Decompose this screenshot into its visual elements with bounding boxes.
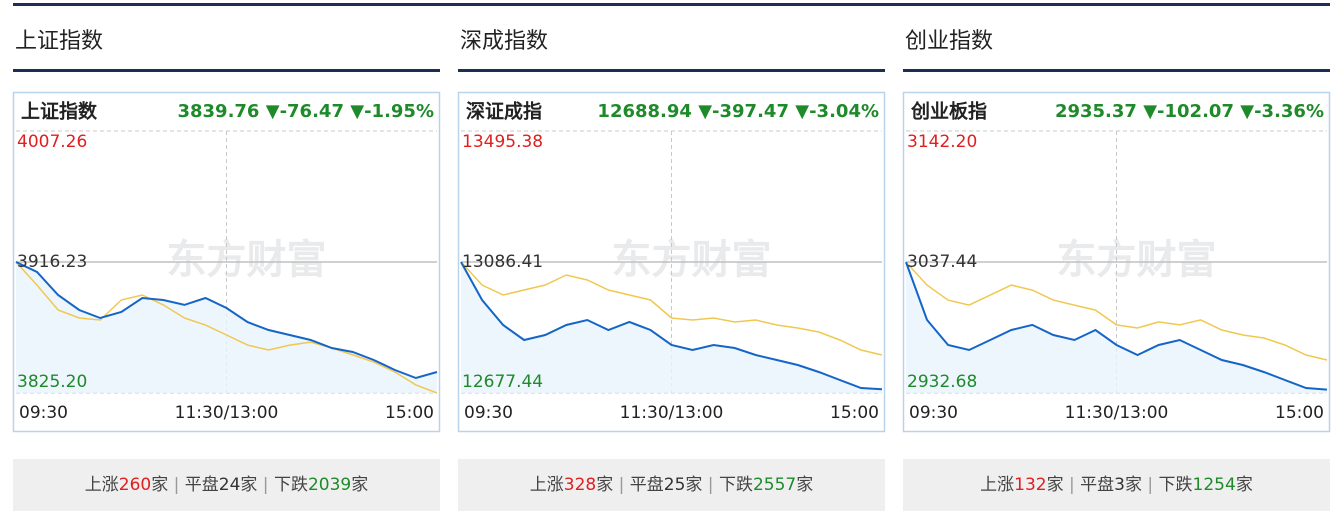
index-name[interactable]: 深证成指: [466, 100, 542, 123]
y-tick-label: 13495.38: [462, 132, 543, 152]
index-quote: 12688.94 ▼-397.47 ▼-3.04%: [597, 101, 879, 122]
stat-unit: 家: [151, 475, 168, 495]
top-rule: [13, 3, 1330, 6]
stat-unit: 家: [796, 475, 813, 495]
stat-label: 下跌: [719, 475, 753, 495]
y-tick-label: 12677.44: [462, 372, 543, 392]
watermark: 东方财富: [612, 237, 772, 283]
x-tick-label: 11:30/13:00: [620, 403, 724, 423]
separator: |: [613, 475, 630, 495]
stat-count: 260: [119, 475, 151, 495]
stat-unit: 家: [240, 475, 257, 495]
stats-bar: [13, 459, 440, 511]
stat-count: 2557: [753, 475, 796, 495]
stat-label: 上涨: [980, 475, 1014, 495]
x-tick-label: 11:30/13:00: [1065, 403, 1169, 423]
average-line: [460, 261, 883, 356]
stat-count: 132: [1014, 475, 1046, 495]
stat-count: 3: [1114, 475, 1125, 495]
stat-label: 上涨: [530, 475, 564, 495]
stat-label: 上涨: [85, 475, 119, 495]
separator: |: [702, 475, 719, 495]
stat-label: 平盘: [185, 475, 219, 495]
y-tick-label: 3142.20: [907, 132, 977, 152]
average-line: [905, 261, 1328, 361]
watermark: 东方财富: [167, 237, 327, 283]
average-line: [15, 261, 438, 394]
index-quote: 2935.37 ▼-102.07 ▼-3.36%: [1055, 101, 1324, 122]
price-line: [905, 261, 1328, 391]
stat-label: 平盘: [1080, 475, 1114, 495]
separator: |: [257, 475, 274, 495]
x-tick-label: 15:00: [385, 403, 434, 423]
y-tick-label: 13086.41: [462, 252, 543, 272]
x-tick-label: 09:30: [464, 403, 513, 423]
title-underline: [903, 69, 1330, 72]
stat-label: 下跌: [274, 475, 308, 495]
panel-title[interactable]: 深成指数: [460, 29, 548, 54]
separator: |: [1142, 475, 1159, 495]
stat-count: 1254: [1193, 475, 1236, 495]
x-tick-label: 15:00: [830, 403, 879, 423]
y-tick-label: 3916.23: [17, 252, 87, 272]
y-tick-label: 3825.20: [17, 372, 87, 392]
title-underline: [13, 69, 440, 72]
stat-unit: 家: [685, 475, 702, 495]
market-breadth: 上涨328家 | 平盘25家 | 下跌2557家: [530, 475, 813, 495]
stat-unit: 家: [1125, 475, 1142, 495]
watermark: 东方财富: [1057, 237, 1217, 283]
stat-unit: 家: [596, 475, 613, 495]
index-name[interactable]: 创业板指: [910, 100, 987, 123]
stats-bar: [903, 459, 1330, 511]
stats-bar: [458, 459, 885, 511]
y-tick-label: 4007.26: [17, 132, 87, 152]
stat-unit: 家: [351, 475, 368, 495]
stat-count: 25: [664, 475, 686, 495]
x-tick-label: 09:30: [19, 403, 68, 423]
separator: |: [1064, 475, 1081, 495]
market-breadth: 上涨260家 | 平盘24家 | 下跌2039家: [85, 475, 368, 495]
stat-unit: 家: [1047, 475, 1064, 495]
x-tick-label: 09:30: [909, 403, 958, 423]
title-underline: [458, 69, 885, 72]
stat-unit: 家: [1236, 475, 1253, 495]
y-tick-label: 2932.68: [907, 372, 977, 392]
stat-count: 24: [219, 475, 241, 495]
x-tick-label: 15:00: [1275, 403, 1324, 423]
price-area: [16, 262, 437, 393]
stat-count: 2039: [308, 475, 351, 495]
stat-label: 平盘: [630, 475, 664, 495]
stat-label: 下跌: [1159, 475, 1193, 495]
panel-title[interactable]: 创业指数: [905, 29, 993, 54]
index-quote: 3839.76 ▼-76.47 ▼-1.95%: [177, 101, 434, 122]
panel-title[interactable]: 上证指数: [15, 29, 103, 54]
y-tick-label: 3037.44: [907, 252, 977, 272]
index-name[interactable]: 上证指数: [21, 100, 98, 123]
x-tick-label: 11:30/13:00: [175, 403, 279, 423]
separator: |: [168, 475, 185, 495]
price-line: [15, 261, 438, 380]
price-line: [460, 261, 883, 391]
stat-count: 328: [564, 475, 596, 495]
market-breadth: 上涨132家 | 平盘3家 | 下跌1254家: [980, 475, 1253, 495]
